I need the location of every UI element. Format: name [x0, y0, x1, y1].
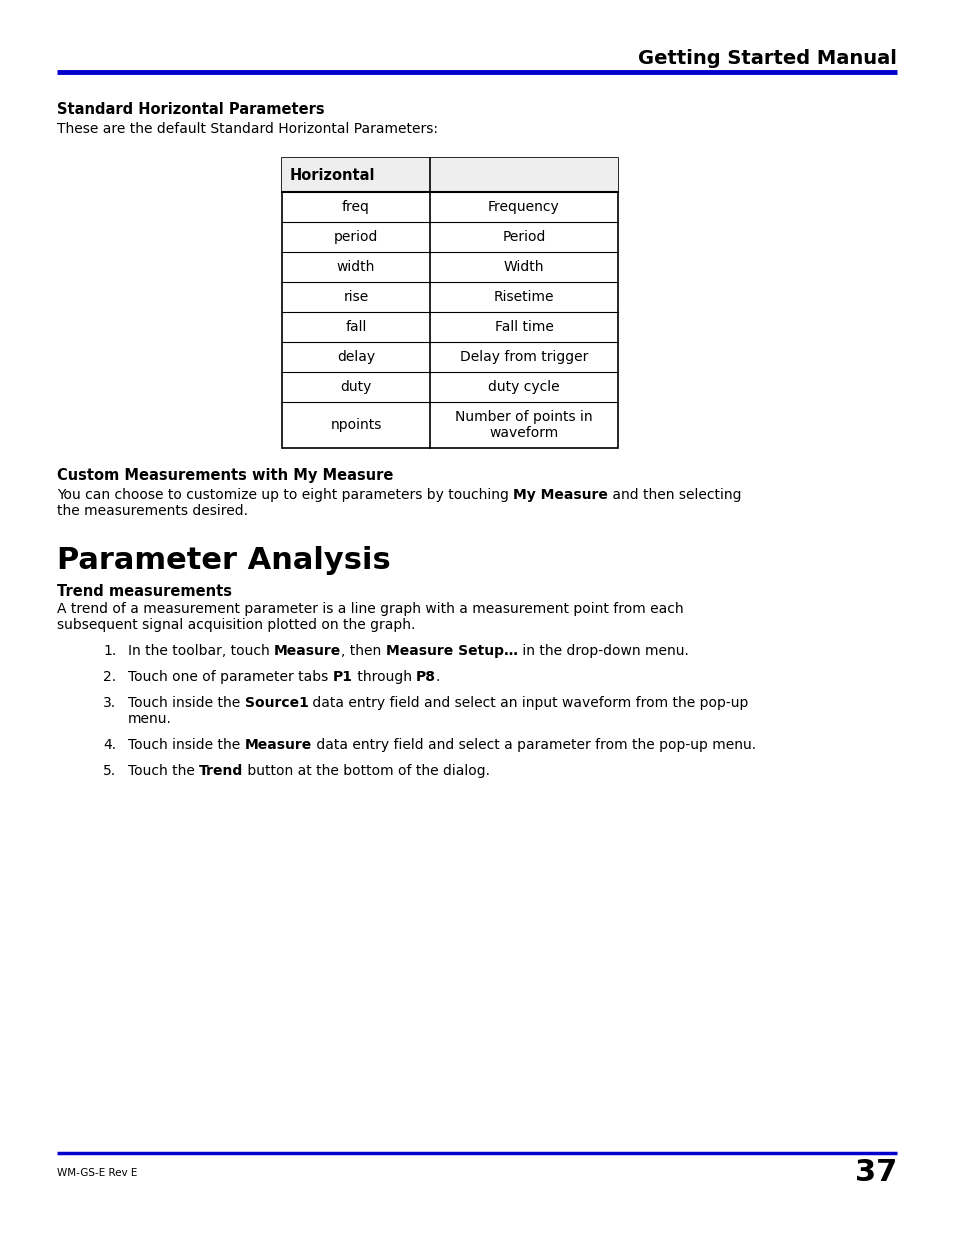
Text: Frequency: Frequency: [488, 200, 559, 214]
Bar: [282, 158, 618, 448]
Text: Parameter Analysis: Parameter Analysis: [57, 546, 391, 576]
Text: Touch inside the: Touch inside the: [128, 697, 244, 710]
Text: Source1: Source1: [244, 697, 308, 710]
Text: Number of points in
waveform: Number of points in waveform: [455, 410, 592, 440]
Text: data entry field and select an input waveform from the pop-up: data entry field and select an input wav…: [308, 697, 748, 710]
Text: Getting Started Manual: Getting Started Manual: [638, 48, 896, 68]
Text: rise: rise: [343, 290, 368, 304]
Text: Fall time: Fall time: [494, 320, 553, 333]
Text: period: period: [334, 230, 377, 245]
Text: Measure Setup…: Measure Setup…: [386, 643, 517, 658]
Text: width: width: [336, 261, 375, 274]
Text: freq: freq: [342, 200, 370, 214]
Text: menu.: menu.: [128, 713, 172, 726]
Text: Measure: Measure: [274, 643, 341, 658]
Text: Delay from trigger: Delay from trigger: [459, 350, 588, 364]
Text: These are the default Standard Horizontal Parameters:: These are the default Standard Horizonta…: [57, 122, 437, 136]
Text: delay: delay: [336, 350, 375, 364]
Text: the measurements desired.: the measurements desired.: [57, 504, 248, 517]
Text: subsequent signal acquisition plotted on the graph.: subsequent signal acquisition plotted on…: [57, 618, 415, 632]
Text: WM-GS-E Rev E: WM-GS-E Rev E: [57, 1168, 137, 1178]
Text: , then: , then: [341, 643, 386, 658]
Text: Custom Measurements with My Measure: Custom Measurements with My Measure: [57, 468, 393, 483]
Text: data entry field and select a parameter from the pop-up menu.: data entry field and select a parameter …: [312, 739, 755, 752]
Text: duty: duty: [340, 380, 372, 394]
Bar: [282, 158, 618, 191]
Text: 3.: 3.: [103, 697, 116, 710]
Text: button at the bottom of the dialog.: button at the bottom of the dialog.: [243, 764, 490, 778]
Text: npoints: npoints: [330, 417, 381, 432]
Text: 37: 37: [854, 1158, 896, 1187]
Text: Standard Horizontal Parameters: Standard Horizontal Parameters: [57, 103, 324, 117]
Text: 5.: 5.: [103, 764, 116, 778]
Text: My Measure: My Measure: [513, 488, 607, 501]
Text: P1: P1: [333, 671, 353, 684]
Text: Risetime: Risetime: [494, 290, 554, 304]
Text: Touch inside the: Touch inside the: [128, 739, 244, 752]
Text: Trend: Trend: [199, 764, 243, 778]
Text: Touch one of parameter tabs: Touch one of parameter tabs: [128, 671, 333, 684]
Text: through: through: [353, 671, 416, 684]
Text: in the drop-down menu.: in the drop-down menu.: [517, 643, 688, 658]
Text: P8: P8: [416, 671, 436, 684]
Text: Measure: Measure: [244, 739, 312, 752]
Text: Touch the: Touch the: [128, 764, 199, 778]
Text: A trend of a measurement parameter is a line graph with a measurement point from: A trend of a measurement parameter is a …: [57, 601, 683, 616]
Text: and then selecting: and then selecting: [607, 488, 740, 501]
Text: duty cycle: duty cycle: [488, 380, 559, 394]
Text: 4.: 4.: [103, 739, 116, 752]
Text: .: .: [436, 671, 440, 684]
Text: Period: Period: [502, 230, 545, 245]
Text: fall: fall: [345, 320, 366, 333]
Text: Width: Width: [503, 261, 543, 274]
Text: 2.: 2.: [103, 671, 116, 684]
Text: 1.: 1.: [103, 643, 116, 658]
Text: In the toolbar, touch: In the toolbar, touch: [128, 643, 274, 658]
Text: Horizontal: Horizontal: [290, 168, 375, 183]
Text: Trend measurements: Trend measurements: [57, 584, 232, 599]
Text: You can choose to customize up to eight parameters by touching: You can choose to customize up to eight …: [57, 488, 513, 501]
